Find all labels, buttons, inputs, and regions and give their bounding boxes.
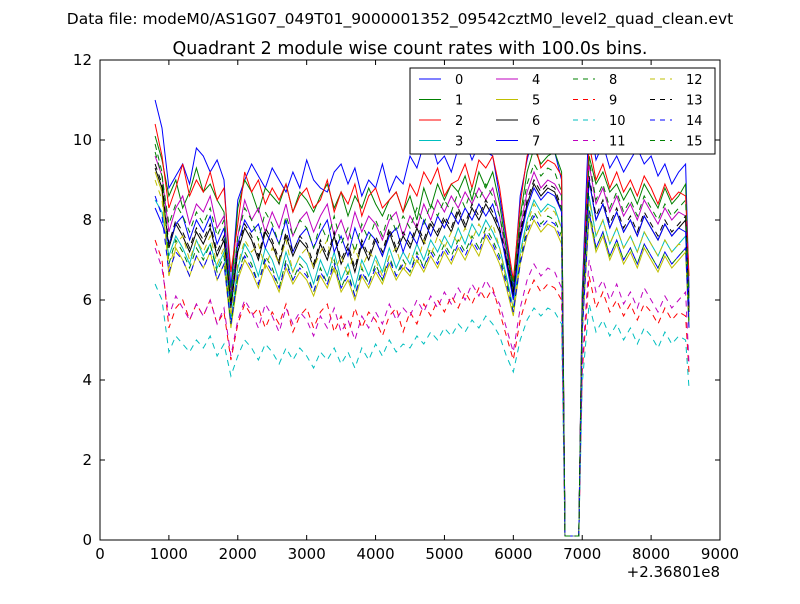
y-tick-label: 8 bbox=[82, 211, 92, 229]
series-15-line bbox=[154, 151, 690, 537]
series-14-line bbox=[154, 195, 690, 537]
x-tick-label: 9000 bbox=[701, 545, 739, 563]
data-file-caption: Data file: modeM0/AS1G07_049T01_90000013… bbox=[67, 10, 733, 29]
x-tick-label: 2000 bbox=[219, 545, 257, 563]
y-tick-label: 10 bbox=[73, 131, 92, 149]
legend-label-0: 0 bbox=[455, 73, 463, 88]
legend-label-8: 8 bbox=[609, 73, 617, 88]
legend-label-9: 9 bbox=[609, 94, 617, 109]
series-layer bbox=[154, 99, 690, 537]
y-tick-label: 12 bbox=[73, 51, 92, 69]
x-tick-label: 5000 bbox=[425, 545, 463, 563]
axis-ticks: 0 1000 2000 3000 4000 5000 6000 7000 8000 9000 0 2 4… bbox=[73, 51, 739, 563]
y-tick-label: 4 bbox=[82, 371, 92, 389]
x-tick-label: 3000 bbox=[288, 545, 326, 563]
legend-label-11: 11 bbox=[609, 135, 626, 150]
y-tick-label: 2 bbox=[82, 451, 92, 469]
series-4-line bbox=[154, 155, 690, 537]
legend-label-3: 3 bbox=[455, 135, 463, 150]
legend-label-7: 7 bbox=[532, 135, 540, 150]
legend-label-2: 2 bbox=[455, 114, 463, 129]
x-tick-label: 7000 bbox=[563, 545, 601, 563]
legend-label-1: 1 bbox=[455, 94, 463, 109]
legend-label-13: 13 bbox=[686, 94, 703, 109]
x-tick-label: 8000 bbox=[632, 545, 670, 563]
series-5-line bbox=[154, 171, 690, 537]
y-tick-label: 6 bbox=[82, 291, 92, 309]
legend-label-14: 14 bbox=[686, 114, 703, 129]
series-1-line bbox=[154, 135, 690, 537]
legend-label-15: 15 bbox=[686, 135, 703, 150]
legend-box bbox=[409, 67, 716, 155]
x-tick-label: 6000 bbox=[494, 545, 532, 563]
series-13-line bbox=[154, 163, 690, 537]
y-tick-label: 0 bbox=[82, 531, 92, 549]
legend-label-5: 5 bbox=[532, 94, 540, 109]
x-tick-label: 4000 bbox=[356, 545, 394, 563]
legend-label-6: 6 bbox=[532, 114, 540, 129]
legend-label-10: 10 bbox=[609, 114, 626, 129]
x-tick-label: 1000 bbox=[150, 545, 188, 563]
series-12-line bbox=[154, 179, 690, 537]
legend-label-4: 4 bbox=[532, 73, 540, 88]
series-9-line bbox=[154, 239, 690, 537]
series-2-line bbox=[154, 123, 690, 537]
series-7-line bbox=[154, 179, 690, 537]
chart-title: Quadrant 2 module wise count rates with … bbox=[173, 39, 648, 59]
legend-label-12: 12 bbox=[686, 73, 703, 88]
x-tick-label: 0 bbox=[95, 545, 105, 563]
series-10-line bbox=[154, 283, 690, 537]
x-axis-offset-label: +2.36801e8 bbox=[627, 563, 720, 581]
